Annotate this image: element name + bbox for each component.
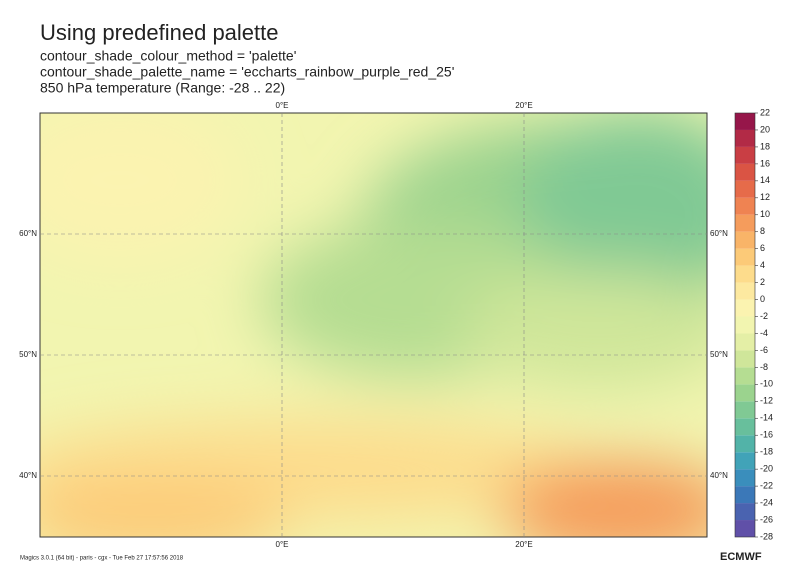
colorbar-label: -10 [760, 379, 773, 389]
lat-label: 60°N [19, 229, 37, 238]
lon-label: 20°E [515, 540, 532, 549]
colorbar-label: 16 [760, 158, 770, 168]
colorbar-swatch [735, 452, 755, 470]
colorbar-label: 4 [760, 260, 765, 270]
lat-label: 40°N [19, 471, 37, 480]
logo: ECMWF [720, 551, 762, 563]
colorbar-swatch [735, 180, 755, 198]
colorbar-label: 2 [760, 277, 765, 287]
colorbar-swatch [735, 214, 755, 232]
credit: Magics 3.0.1 (64 bit) - paris - cgx - Tu… [20, 556, 184, 562]
colorbar-label: 22 [760, 107, 770, 117]
lat-label: 50°N [710, 350, 728, 359]
lat-label: 50°N [19, 350, 37, 359]
colorbar-label: -28 [760, 531, 773, 541]
colorbar-swatch [735, 299, 755, 317]
colorbar-swatch [735, 113, 755, 130]
colorbar-label: -8 [760, 362, 768, 372]
colorbar-swatch [735, 486, 755, 504]
colorbar-swatch [735, 469, 755, 487]
colorbar-label: -12 [760, 396, 773, 406]
colorbar-swatch [735, 197, 755, 215]
lon-label: 0°E [276, 540, 289, 549]
lon-label: 0°E [276, 101, 289, 110]
lat-label: 40°N [710, 471, 728, 480]
colorbar-swatch [735, 333, 755, 351]
colorbar-swatch [735, 282, 755, 300]
colorbar-label: -14 [760, 413, 773, 423]
colorbar-label: 6 [760, 243, 765, 253]
map-frame [39, 112, 708, 538]
title: Using predefined palette [40, 20, 279, 45]
subtitle: 850 hPa temperature (Range: -28 .. 22) [40, 80, 285, 96]
colorbar-label: -2 [760, 311, 768, 321]
colorbar-swatch [735, 435, 755, 453]
colorbar-swatch [735, 401, 755, 419]
colorbar-swatch [735, 384, 755, 402]
colorbar-label: 20 [760, 124, 770, 134]
colorbar-swatch [735, 163, 755, 181]
colorbar-swatch [735, 129, 755, 147]
colorbar-label: -20 [760, 464, 773, 474]
colorbar-label: -24 [760, 497, 773, 507]
colorbar-swatch [735, 367, 755, 385]
colorbar-swatch [735, 265, 755, 283]
colorbar-label: -4 [760, 328, 768, 338]
colorbar-label: 12 [760, 192, 770, 202]
colorbar-swatch [735, 146, 755, 164]
colorbar-swatch [735, 231, 755, 249]
colorbar-swatch [735, 520, 755, 537]
subtitle: contour_shade_colour_method = 'palette' [40, 48, 296, 64]
colorbar-swatch [735, 350, 755, 368]
colorbar-label: -22 [760, 480, 773, 490]
colorbar-label: 0 [760, 294, 765, 304]
map-field [40, 113, 707, 537]
colorbar-swatch [735, 503, 755, 521]
colorbar-frame [734, 112, 756, 538]
colorbar-label: 14 [760, 175, 770, 185]
colorbar-swatch [735, 248, 755, 266]
colorbar-label: -26 [760, 514, 773, 524]
colorbar-label: -16 [760, 430, 773, 440]
colorbar-label: -18 [760, 447, 773, 457]
colorbar-label: 8 [760, 226, 765, 236]
lon-label: 20°E [515, 101, 532, 110]
colorbar-label: 10 [760, 209, 770, 219]
lat-label: 60°N [710, 229, 728, 238]
colorbar-label: -6 [760, 345, 768, 355]
colorbar-swatch [735, 418, 755, 436]
subtitle: contour_shade_palette_name = 'eccharts_r… [40, 64, 454, 80]
colorbar-swatch [735, 316, 755, 334]
colorbar-label: 18 [760, 141, 770, 151]
